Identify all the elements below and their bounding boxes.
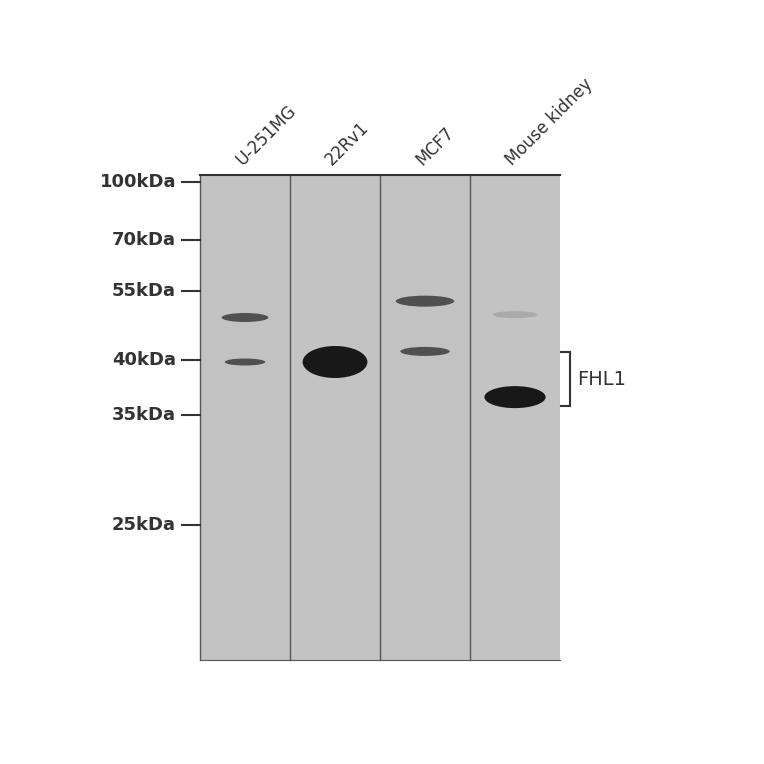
Text: 70kDa: 70kDa xyxy=(112,231,176,249)
Ellipse shape xyxy=(222,313,268,322)
Text: Mouse kidney: Mouse kidney xyxy=(502,75,596,169)
Text: FHL1: FHL1 xyxy=(577,370,626,389)
Text: 40kDa: 40kDa xyxy=(112,351,176,369)
Bar xyxy=(200,175,290,660)
Text: U-251MG: U-251MG xyxy=(232,102,299,169)
Ellipse shape xyxy=(225,358,265,365)
Bar xyxy=(290,175,380,660)
Ellipse shape xyxy=(400,347,450,356)
Text: 35kDa: 35kDa xyxy=(112,406,176,424)
Ellipse shape xyxy=(493,311,538,318)
Ellipse shape xyxy=(484,386,545,408)
Text: 22Rv1: 22Rv1 xyxy=(322,118,373,169)
Ellipse shape xyxy=(396,296,455,306)
Text: 100kDa: 100kDa xyxy=(99,173,176,191)
Ellipse shape xyxy=(303,346,367,378)
Text: 25kDa: 25kDa xyxy=(112,516,176,534)
Text: 55kDa: 55kDa xyxy=(112,282,176,300)
Bar xyxy=(470,175,560,660)
Text: MCF7: MCF7 xyxy=(413,124,458,169)
Bar xyxy=(380,175,470,660)
